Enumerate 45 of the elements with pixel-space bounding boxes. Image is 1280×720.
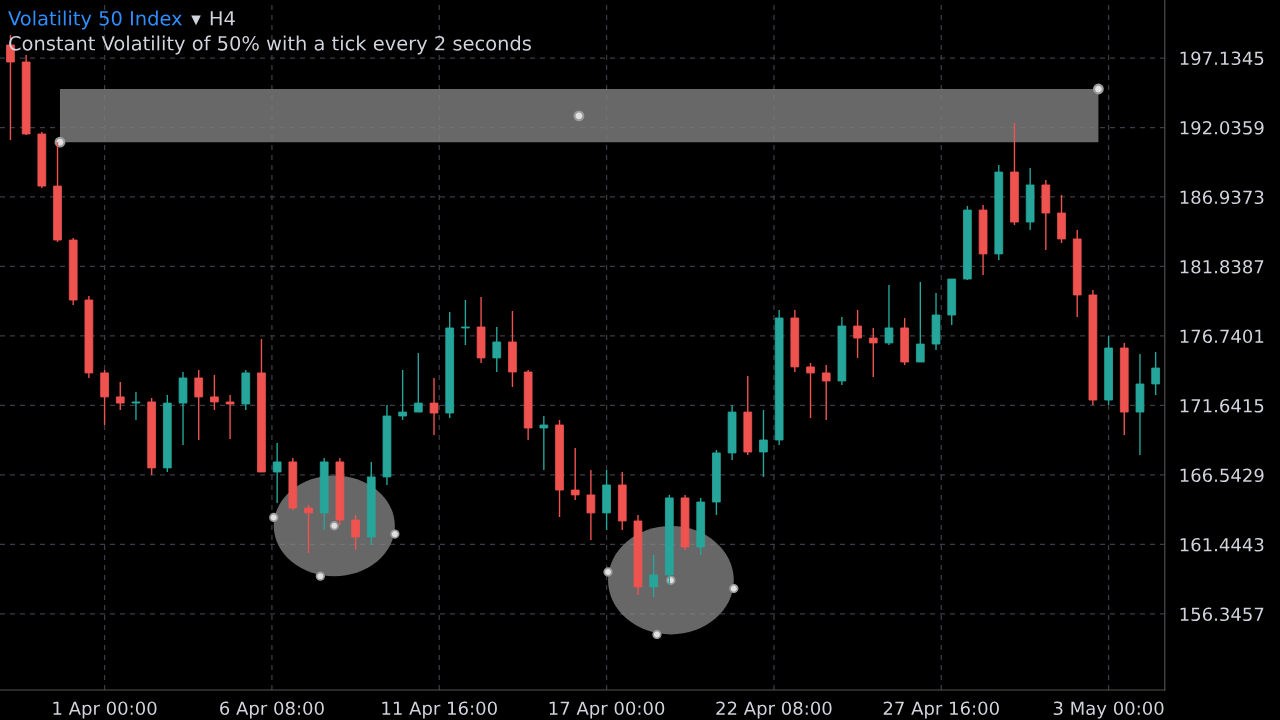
y-tick-label: 181.8387	[1180, 259, 1264, 274]
y-tick-label: 176.7401	[1180, 329, 1264, 344]
candlestick	[272, 442, 282, 504]
annotation: H4	[210, 11, 235, 26]
candlestick	[100, 369, 109, 426]
candlestick	[1151, 351, 1160, 396]
candlestick	[539, 415, 549, 471]
candlestick	[398, 369, 407, 421]
candlestick	[225, 394, 235, 440]
candlestick	[461, 299, 470, 346]
candlestick	[806, 362, 815, 419]
candlestick	[115, 381, 125, 411]
y-tick-label: 192.0359	[1180, 120, 1264, 135]
x-tick-label: 1 Apr 00:00	[53, 701, 157, 719]
candlestick	[492, 326, 502, 373]
y-tick-label: 156.3457	[1180, 607, 1264, 622]
candlestick	[853, 309, 862, 359]
candlestick	[131, 391, 141, 421]
candlestick	[915, 281, 925, 363]
x-tick-label: 6 Apr 08:00	[220, 701, 324, 719]
y-tick-label: 161.4443	[1180, 537, 1264, 552]
annotation: ▾	[191, 15, 201, 26]
candlestick	[413, 352, 423, 413]
x-tick-label: 3 May 00:00	[1053, 701, 1164, 719]
candlestick	[868, 327, 878, 378]
x-tick-label: 22 Apr 08:00	[716, 701, 832, 719]
x-tick-label: 11 Apr 16:00	[382, 701, 497, 719]
candlestick	[304, 504, 313, 554]
text: Volatility 50 Index	[8, 10, 182, 30]
candlestick	[759, 409, 768, 478]
x-tick-label: 27 Apr 16:00	[883, 701, 999, 719]
candlestick	[586, 469, 596, 541]
y-tick-label: 197.1345	[1180, 51, 1264, 66]
x-tick-label: 17 Apr 00:00	[549, 701, 665, 719]
candlestick	[821, 364, 831, 421]
candlestick	[429, 377, 439, 436]
candlestick	[649, 554, 658, 598]
candlestick	[210, 374, 219, 411]
y-tick-label: 186.9373	[1180, 190, 1264, 205]
y-tick-label: 171.6415	[1180, 398, 1264, 413]
candlestick	[351, 514, 360, 551]
candlestick	[194, 369, 204, 441]
candlestick	[884, 284, 894, 346]
candlestick	[570, 447, 580, 501]
y-tick-label: 166.5429	[1180, 468, 1264, 483]
